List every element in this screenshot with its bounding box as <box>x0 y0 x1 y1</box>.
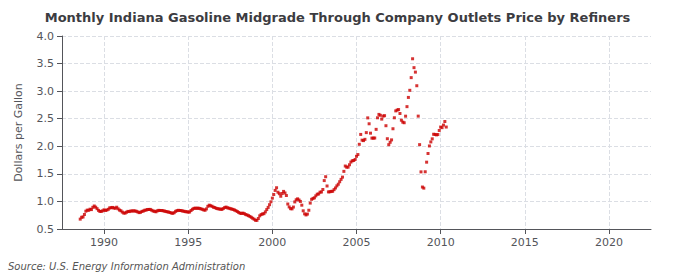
svg-text:2005: 2005 <box>343 236 371 249</box>
svg-text:1.5: 1.5 <box>37 167 55 180</box>
svg-text:3.5: 3.5 <box>37 57 55 70</box>
svg-text:2.0: 2.0 <box>37 140 55 153</box>
svg-text:1995: 1995 <box>174 236 202 249</box>
svg-text:1.0: 1.0 <box>37 195 55 208</box>
svg-text:Source: U.S. Energy Informatio: Source: U.S. Energy Information Administ… <box>8 261 245 272</box>
svg-text:Dollars per Gallon: Dollars per Gallon <box>12 83 25 182</box>
svg-text:2010: 2010 <box>427 236 455 249</box>
svg-text:2020: 2020 <box>595 236 623 249</box>
svg-text:Monthly Indiana Gasoline Midgr: Monthly Indiana Gasoline Midgrade Throug… <box>45 10 631 25</box>
svg-text:3.0: 3.0 <box>37 85 55 98</box>
svg-text:2.5: 2.5 <box>37 112 55 125</box>
svg-text:4.0: 4.0 <box>37 30 55 43</box>
svg-text:2000: 2000 <box>258 236 286 249</box>
svg-text:2015: 2015 <box>511 236 539 249</box>
svg-text:1990: 1990 <box>90 236 118 249</box>
svg-text:0.5: 0.5 <box>37 223 55 236</box>
